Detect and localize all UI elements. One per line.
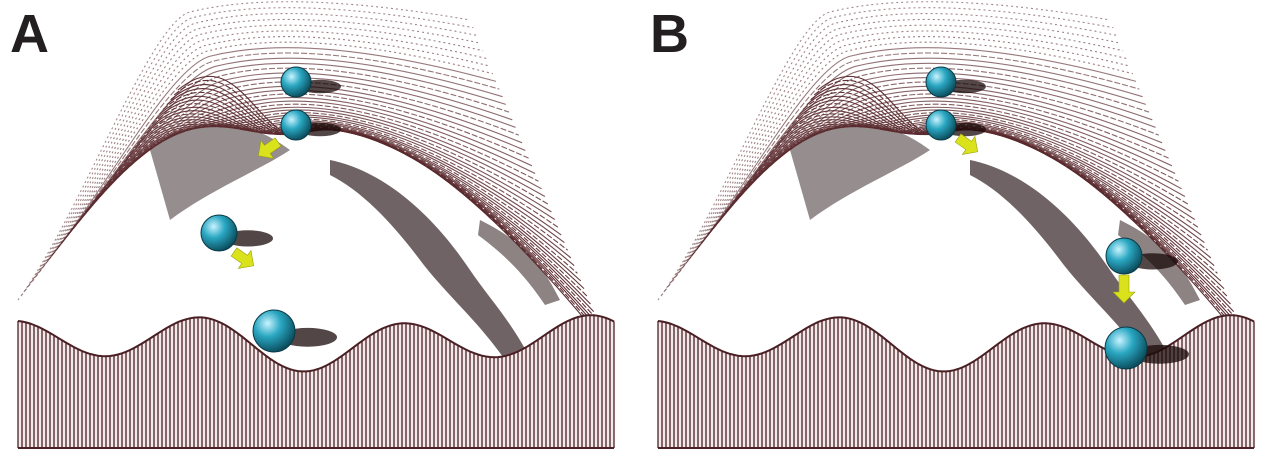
sphere-icon bbox=[925, 66, 986, 98]
front-wall bbox=[17, 314, 615, 449]
landscape-a bbox=[17, 1, 615, 449]
arrow-icon bbox=[230, 247, 255, 269]
panel-b: B bbox=[640, 0, 1280, 461]
arrow-icon bbox=[954, 133, 979, 155]
contour-lines bbox=[657, 1, 1251, 351]
sphere-icon bbox=[280, 109, 341, 141]
sphere-icon bbox=[252, 309, 337, 353]
sphere-icon bbox=[280, 66, 341, 98]
sphere-icon bbox=[1105, 237, 1178, 275]
sphere-icon bbox=[1104, 326, 1189, 370]
surface bbox=[17, 1, 615, 449]
surface bbox=[657, 1, 1255, 449]
panel-a: A bbox=[10, 1, 615, 449]
contour-lines bbox=[17, 1, 611, 351]
front-wall bbox=[657, 314, 1255, 449]
panel-label-b: B bbox=[650, 4, 689, 64]
valley-shadows bbox=[150, 123, 560, 384]
arrow-icon bbox=[1112, 274, 1136, 304]
arrow-icon bbox=[257, 137, 282, 159]
panel-label-a: A bbox=[10, 4, 49, 64]
landscape-b bbox=[657, 1, 1255, 449]
sphere-icon bbox=[200, 214, 273, 252]
sphere-icon bbox=[925, 109, 986, 141]
